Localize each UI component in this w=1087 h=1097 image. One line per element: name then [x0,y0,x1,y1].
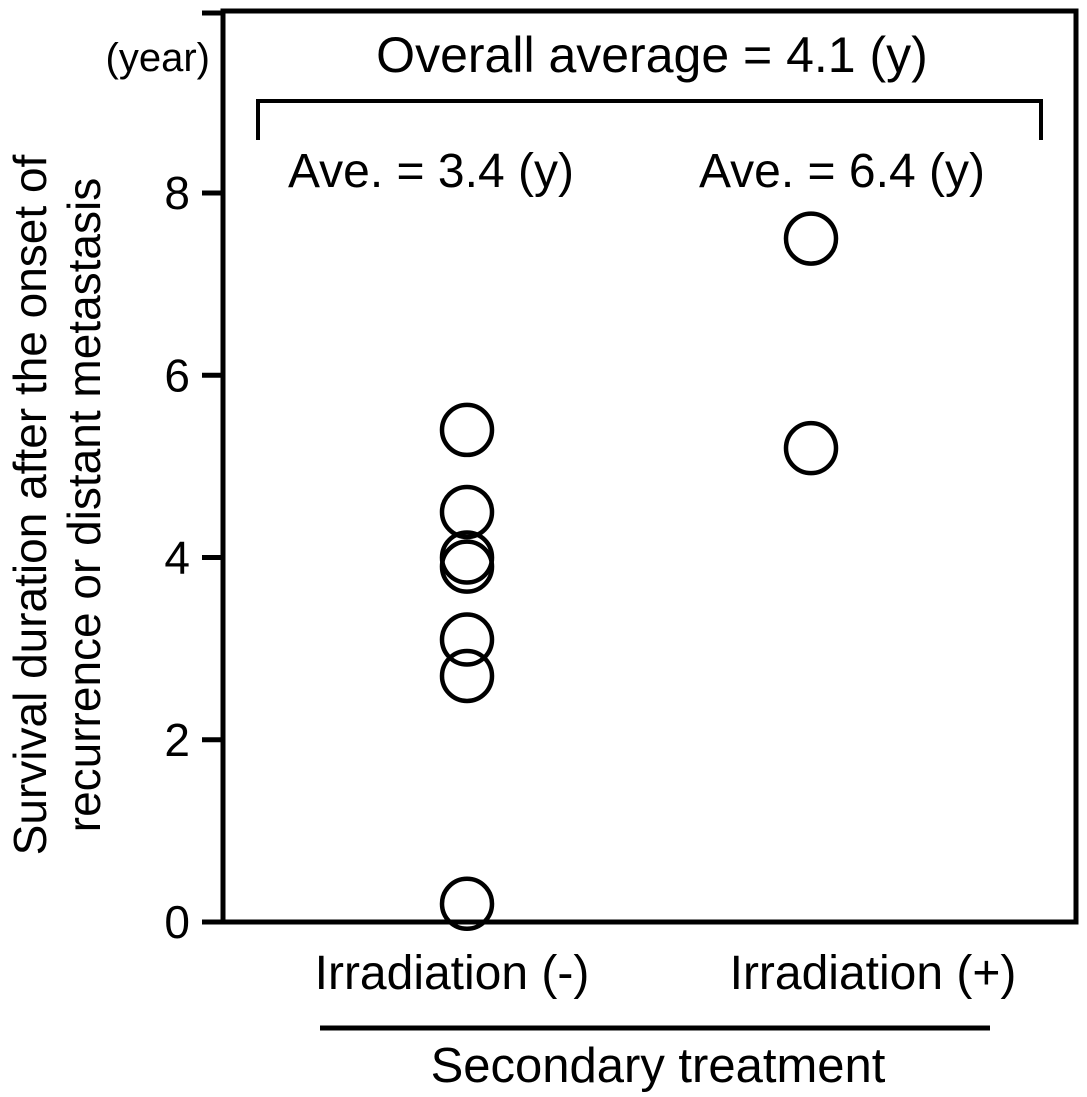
plot-border [220,8,1079,925]
data-point-circle [439,612,495,667]
y-axis-title-line2: recurrence or distant metastasis [58,177,111,833]
data-point-circle [439,648,495,704]
y-axis-ticks [202,10,221,925]
group2-average-label: Ave. = 6.4 (y) [699,145,985,198]
data-point-circle [439,402,495,458]
y-tick-label: 6 [164,349,190,401]
y-axis-tick-labels: 0 2 4 6 8 [164,167,190,948]
y-tick-label: 0 [164,896,190,948]
overall-average-bracket [256,99,1043,140]
y-axis-unit-label: (year) [105,36,210,80]
overall-average-label: Overall average = 4.1 (y) [376,27,928,83]
y-axis-title-line1: Survival duration after the onset of [4,154,56,856]
x-axis-title: Secondary treatment [430,1039,886,1093]
y-tick-label: 2 [164,714,190,766]
data-point-circle [783,211,839,266]
y-tick-label: 8 [164,167,190,219]
data-point-circle [439,484,495,540]
y-tick-label: 4 [164,532,190,584]
data-point-circle [439,539,495,594]
group1-average-label: Ave. = 3.4 (y) [288,145,574,198]
x-category-irradiation-minus: Irradiation (-) [314,947,590,1000]
data-points [439,211,839,932]
data-point-circle [783,420,839,476]
x-category-irradiation-plus: Irradiation (+) [729,947,1017,1000]
data-point-circle [439,876,495,932]
